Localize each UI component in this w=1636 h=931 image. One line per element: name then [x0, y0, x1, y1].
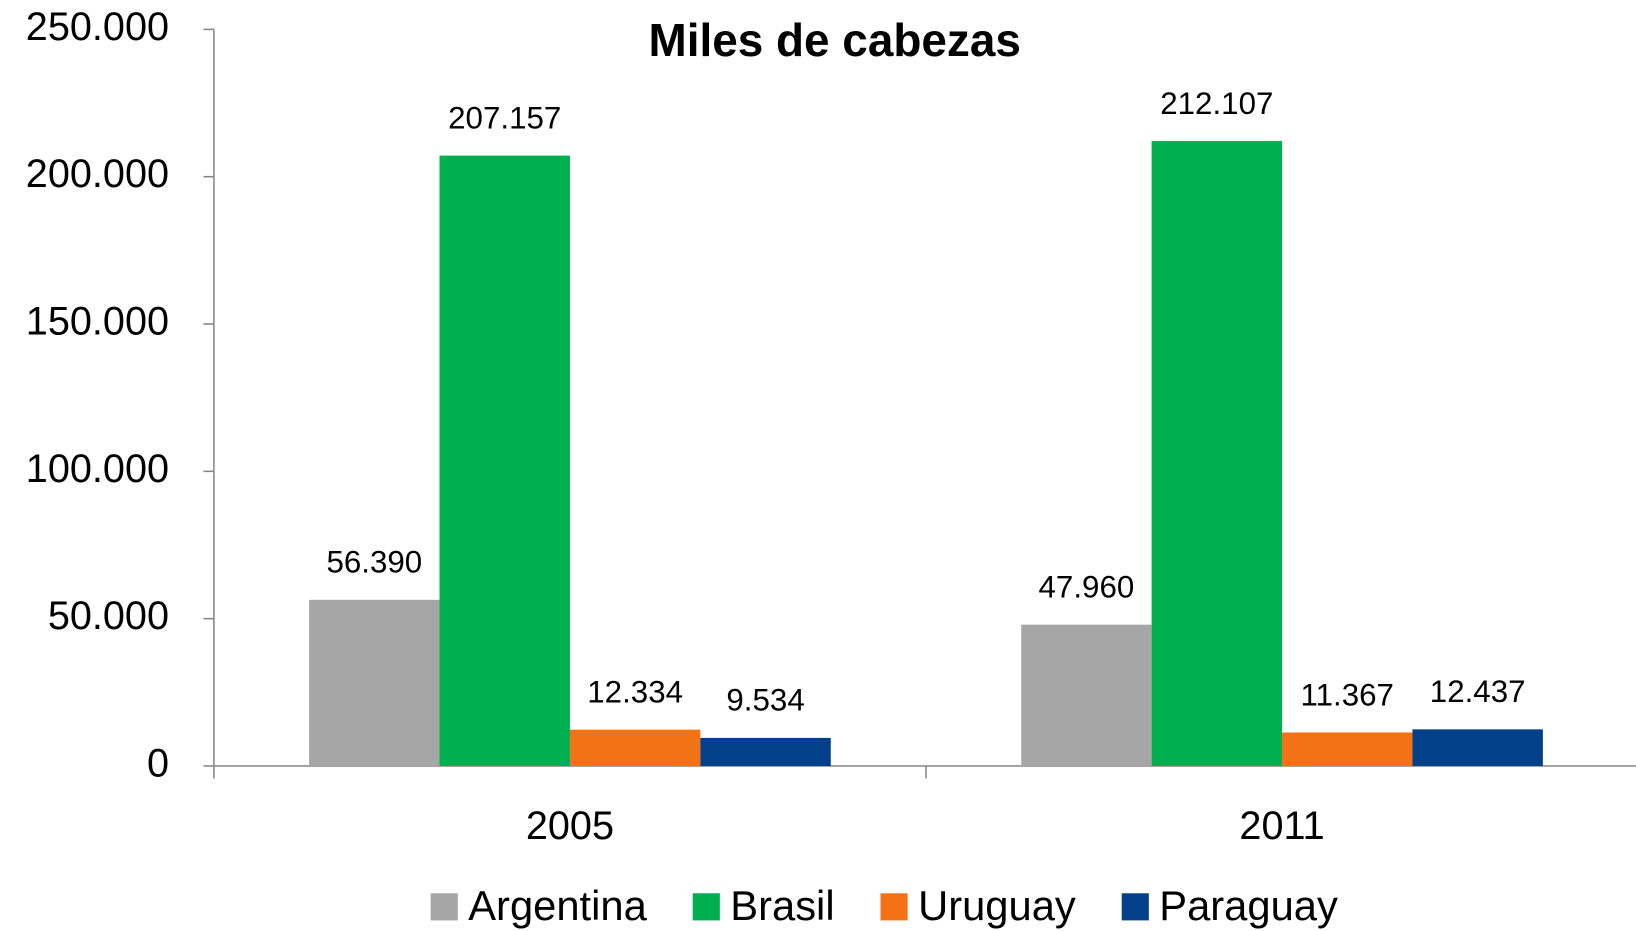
bar	[1151, 141, 1283, 766]
bar	[1021, 624, 1152, 766]
legend-swatch	[1121, 893, 1149, 921]
legend-label: Uruguay	[918, 882, 1076, 929]
data-label: 12.334	[587, 674, 683, 709]
bar	[309, 599, 440, 766]
data-label: 47.960	[1039, 569, 1135, 604]
y-tick-label: 250.000	[26, 5, 169, 49]
data-label: 11.367	[1301, 677, 1394, 712]
legend-swatch	[880, 893, 908, 921]
bar	[1282, 732, 1413, 766]
y-tick-label: 100.000	[26, 447, 169, 491]
data-label: 12.437	[1430, 674, 1526, 709]
y-tick-label: 150.000	[26, 299, 169, 343]
x-tick-label: 2011	[1239, 804, 1324, 848]
legend-swatch	[692, 893, 720, 921]
chart-title: Miles de cabezas	[648, 14, 1020, 66]
legend-label: Paraguay	[1159, 882, 1338, 929]
bar	[569, 729, 701, 766]
data-label: 56.390	[326, 545, 422, 580]
bar	[1412, 729, 1543, 766]
legend-label: Argentina	[468, 882, 647, 929]
legend-swatch	[430, 893, 458, 921]
x-tick-label: 2005	[526, 804, 614, 848]
y-tick-label: 200.000	[26, 152, 169, 196]
data-label: 212.107	[1160, 86, 1273, 121]
y-tick-label: 0	[147, 741, 169, 785]
y-tick-label: 50.000	[48, 594, 169, 638]
bar	[439, 155, 570, 766]
data-label: 207.157	[448, 100, 561, 135]
data-label: 9.534	[726, 683, 804, 718]
legend-label: Brasil	[730, 882, 834, 929]
bar	[700, 737, 831, 766]
